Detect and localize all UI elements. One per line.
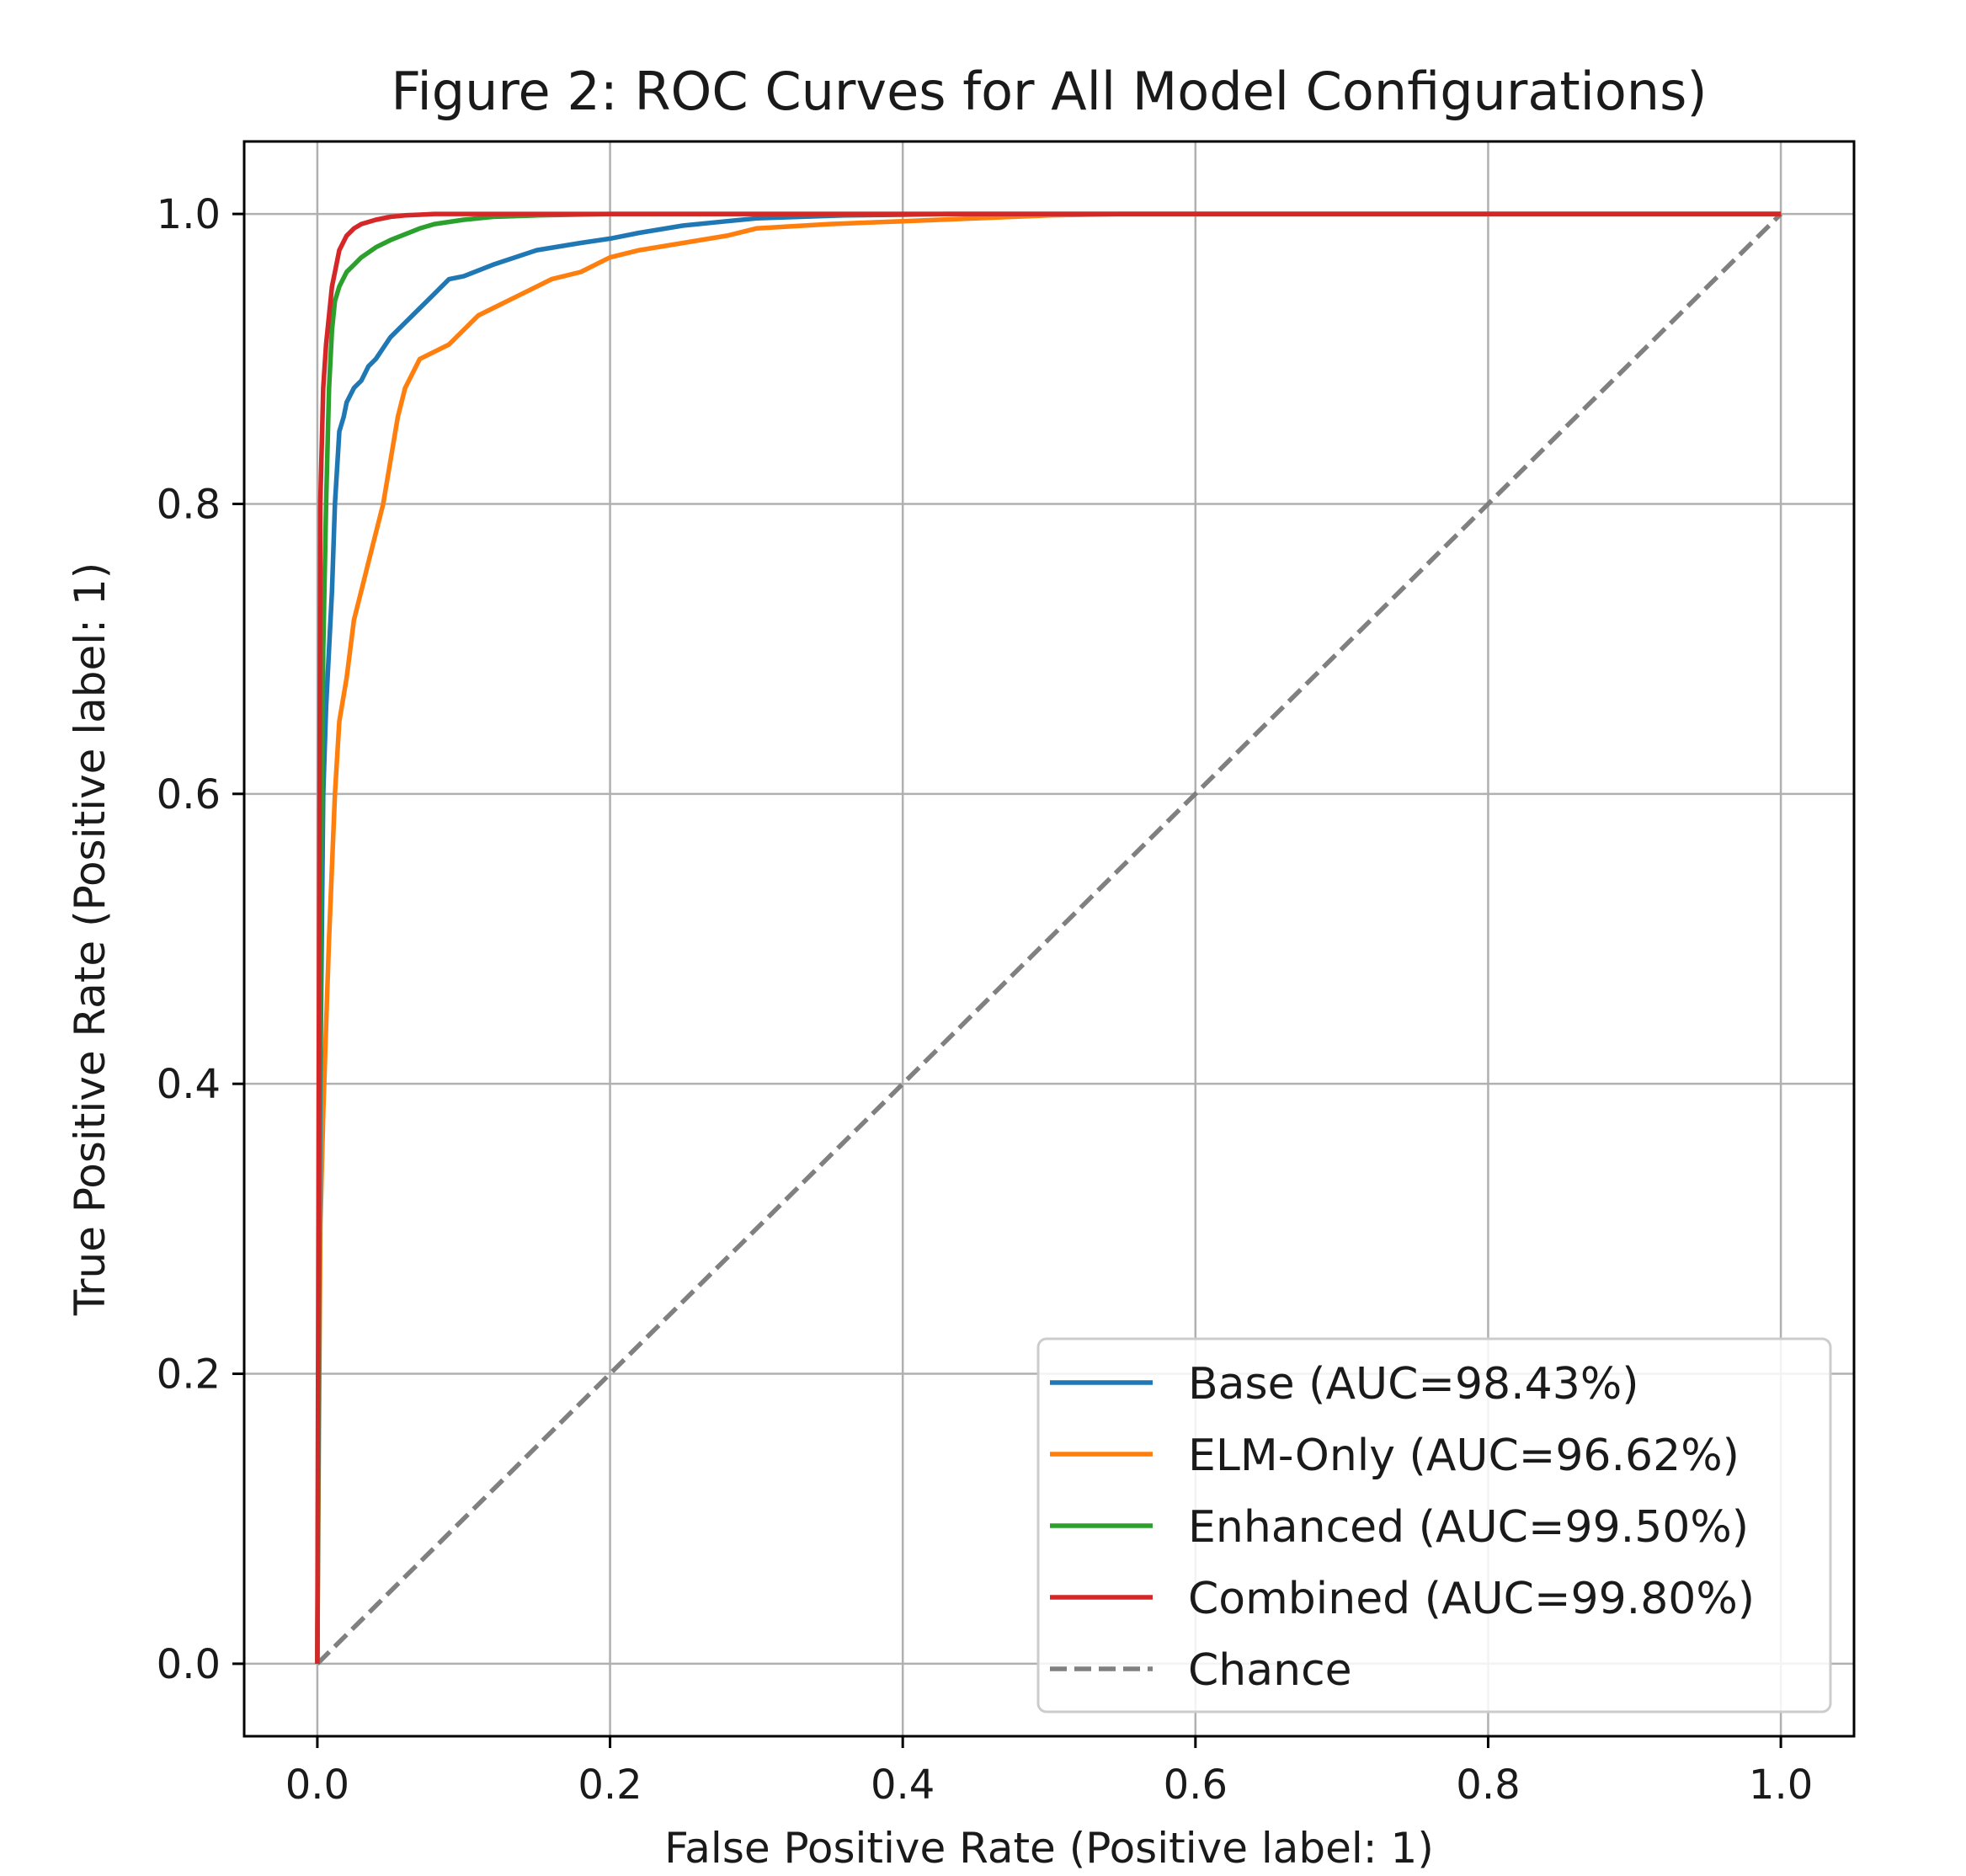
grid (244, 141, 1854, 1736)
plot-frame (242, 140, 1856, 1738)
y-axis-label: True Positive Rate (Positive label: 1) (66, 562, 115, 1316)
series-line-enhanced (315, 211, 1782, 1664)
legend: Base (AUC=98.43%) ELM-Only (AUC=96.62%) En… (1036, 1337, 1832, 1713)
chart-title: Figure 2: ROC Curves for All Model Confi… (391, 61, 1707, 122)
series-line-elm-only (315, 211, 1782, 1664)
x-axis-label: False Positive Rate (Positive label: 1) (664, 1824, 1434, 1873)
series-line-chance (315, 212, 1783, 1665)
series-line-base (315, 211, 1782, 1664)
x-tick-label: 0.0 (285, 1761, 349, 1809)
legend-label: Enhanced (AUC=99.50%) (1188, 1502, 1749, 1553)
y-tick-label: 0.0 (157, 1641, 221, 1688)
x-tick-label: 0.4 (871, 1761, 935, 1809)
series-line-combined (315, 211, 1782, 1664)
plot-lines (315, 211, 1783, 1665)
x-tick-label: 0.2 (578, 1761, 642, 1809)
y-tick-label: 0.6 (157, 771, 221, 818)
axis-ticks: 0.0 0.2 0.4 0.6 0.8 1.0 0.0 0.2 0.4 0.6 0.8 1.0 (157, 191, 1814, 1809)
x-tick-label: 0.6 (1164, 1761, 1228, 1809)
y-tick-label: 0.8 (157, 481, 221, 528)
y-tick-label: 1.0 (157, 191, 221, 238)
legend-box (1036, 1337, 1832, 1713)
legend-label: ELM-Only (AUC=96.62%) (1188, 1431, 1740, 1481)
x-tick-label: 0.8 (1456, 1761, 1520, 1809)
y-tick-label: 0.2 (157, 1351, 221, 1399)
legend-label: Combined (AUC=99.80%) (1188, 1574, 1755, 1624)
legend-label: Chance (1188, 1645, 1352, 1696)
legend-label: Base (AUC=98.43%) (1188, 1359, 1639, 1410)
y-tick-label: 0.4 (157, 1061, 221, 1108)
x-tick-label: 1.0 (1749, 1761, 1813, 1809)
